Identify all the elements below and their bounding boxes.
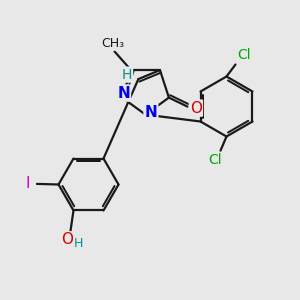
Text: N: N	[145, 105, 157, 120]
Text: Cl: Cl	[237, 48, 250, 62]
Text: Cl: Cl	[208, 154, 222, 167]
Text: H: H	[122, 68, 132, 82]
Text: O: O	[190, 100, 202, 116]
Text: O: O	[61, 232, 74, 247]
Text: H: H	[74, 237, 84, 250]
Text: I: I	[25, 176, 30, 191]
Text: CH₃: CH₃	[101, 37, 124, 50]
Text: N: N	[117, 85, 130, 100]
